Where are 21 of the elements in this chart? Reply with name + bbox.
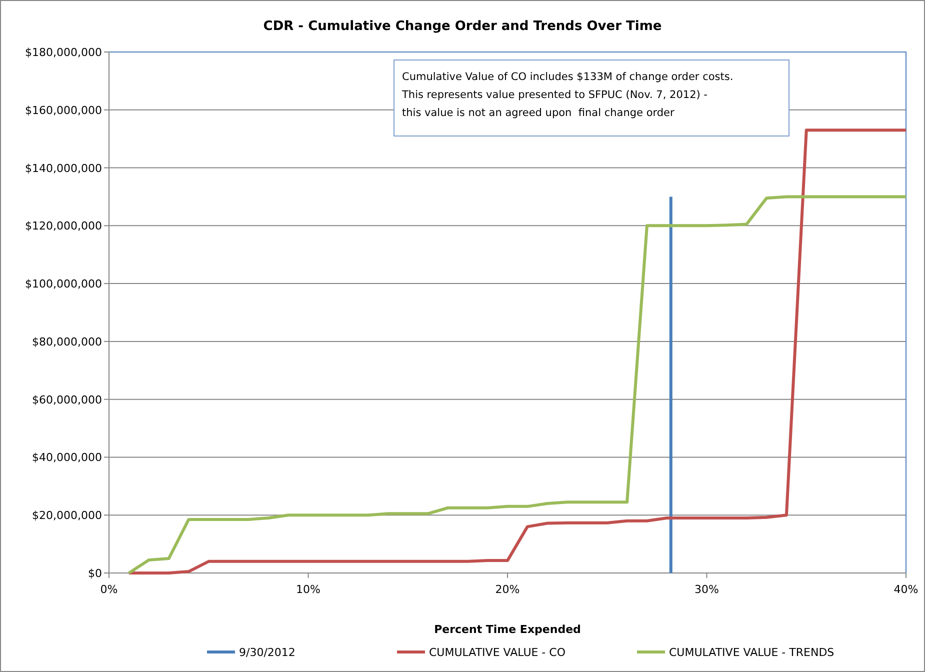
x-tick-label: 40% xyxy=(894,583,918,596)
y-tick-label: $120,000,000 xyxy=(25,220,102,233)
annotation: Cumulative Value of CO includes $133M of change order costs. This represents value presented to SFPUC (Nov. 7, 2012) - this value is not an agreed upon final change order xyxy=(401,71,734,119)
y-tick-label: $0 xyxy=(88,567,102,580)
x-tick-label: 10% xyxy=(296,583,320,596)
x-tick-label: 20% xyxy=(495,583,520,596)
y-tick-label: $140,000,000 xyxy=(25,162,102,175)
y-tick-label: $160,000,000 xyxy=(25,104,102,117)
chart-title: CDR - Cumulative Change Order and Trends Over Time xyxy=(263,19,662,34)
x-tick-label: 0% xyxy=(100,583,118,596)
y-tick-label: $180,000,000 xyxy=(25,46,102,59)
legend-label: CUMULATIVE VALUE - TRENDS xyxy=(669,646,834,659)
y-tick-label: $60,000,000 xyxy=(32,393,102,406)
y-tick-label: $40,000,000 xyxy=(32,451,102,464)
y-tick-label: $100,000,000 xyxy=(25,278,102,291)
y-tick-label: $80,000,000 xyxy=(32,335,102,348)
legend-label: 9/30/2012 xyxy=(239,646,296,659)
legend-label: CUMULATIVE VALUE - CO xyxy=(429,646,566,659)
x-tick-label: 30% xyxy=(694,583,719,596)
y-tick-label: $20,000,000 xyxy=(32,509,102,522)
x-axis-title: Percent Time Expended xyxy=(434,623,581,636)
